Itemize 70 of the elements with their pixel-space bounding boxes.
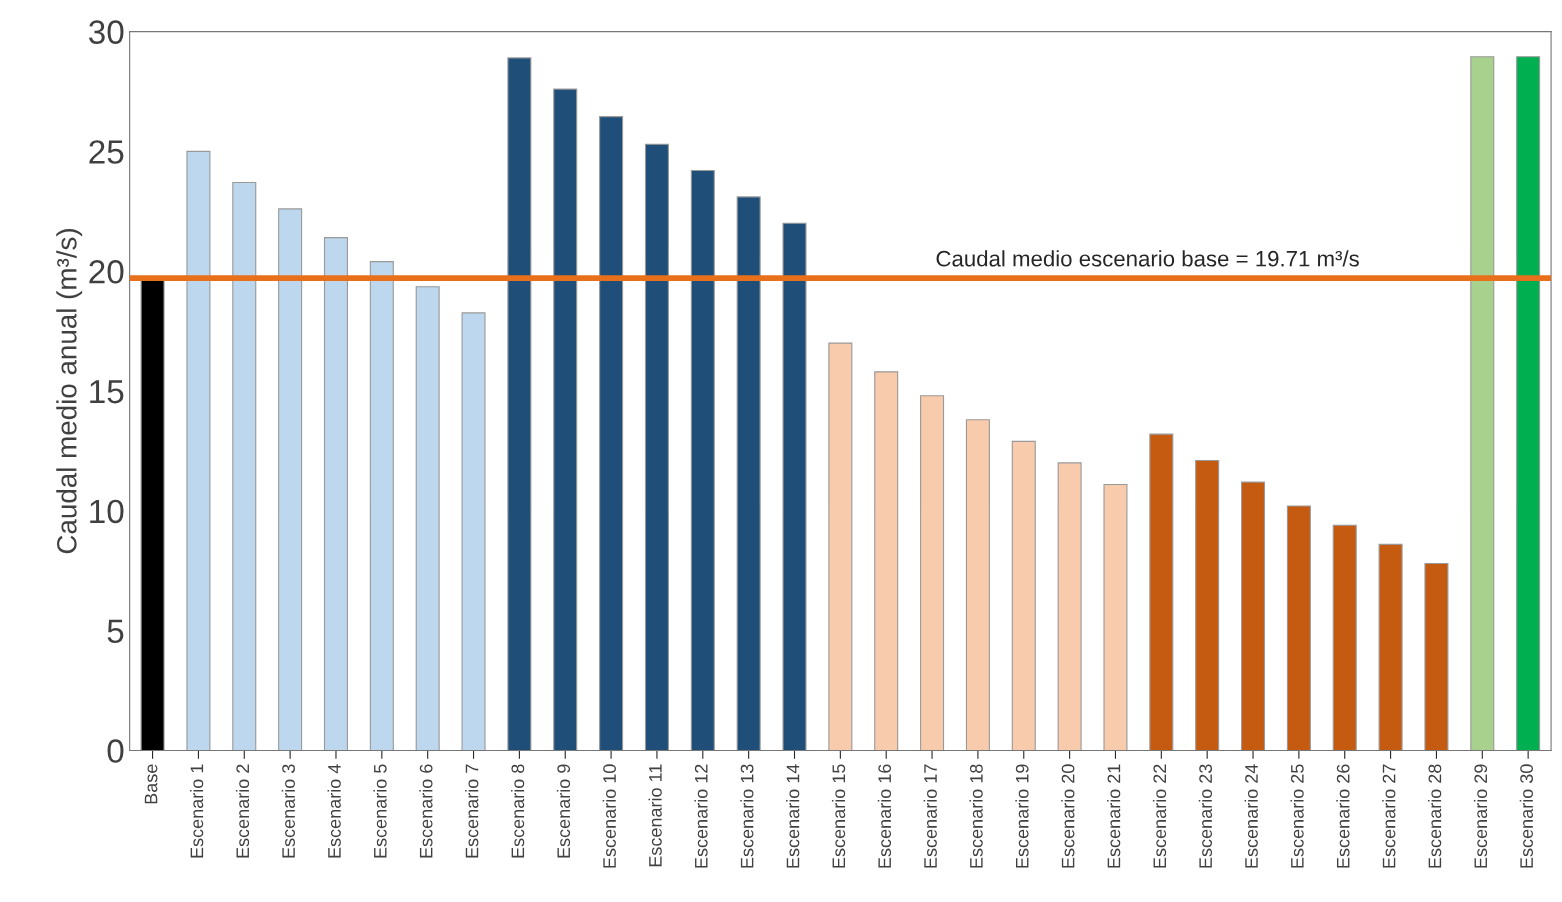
x-tick-label: Escenario 17 <box>923 764 937 868</box>
bar <box>965 419 990 751</box>
bar <box>1516 56 1541 751</box>
bar <box>1424 562 1449 751</box>
bar <box>736 196 761 751</box>
x-tick-label: Escenario 19 <box>1015 764 1029 868</box>
bar <box>461 312 486 751</box>
x-tick-label: Escenario 3 <box>281 764 295 858</box>
bar <box>1149 433 1174 751</box>
bar <box>232 181 257 751</box>
x-tick-label: Escenario 27 <box>1382 764 1396 868</box>
bar <box>1241 481 1266 751</box>
x-tick-label: Escenario 1 <box>190 764 204 858</box>
x-tick-label: Escenario 18 <box>969 764 983 868</box>
bar <box>278 208 303 751</box>
x-tick-label: Escenario 7 <box>465 764 479 858</box>
x-tick-label: Escenario 11 <box>648 764 662 867</box>
x-tick-label: Escenario 14 <box>786 764 800 868</box>
x-tick-label: Escenario 2 <box>235 764 250 858</box>
bar <box>415 286 440 751</box>
x-tick-label: Escenario 29 <box>1473 764 1488 868</box>
y-tick-label: 10 <box>90 499 124 524</box>
x-tick-label: Escenario 12 <box>694 764 708 868</box>
bar <box>874 371 899 751</box>
y-axis-title: Caudal medio anual (m³/s) <box>56 229 83 554</box>
y-tick-label: 30 <box>88 20 124 44</box>
bar <box>1286 505 1311 751</box>
y-tick-label: 5 <box>107 619 124 644</box>
x-tick-label: Escenario 20 <box>1061 764 1075 868</box>
x-tick-label: Escenario 28 <box>1428 764 1442 868</box>
x-tick-label: Escenario 25 <box>1290 764 1304 868</box>
x-tick-label: Escenario 30 <box>1519 764 1533 868</box>
x-tick-label: Escenario 5 <box>373 764 387 858</box>
bar <box>323 237 348 751</box>
x-tick-label: Escenario 16 <box>877 764 892 868</box>
x-tick-label: Escenario 10 <box>602 764 616 868</box>
bar <box>690 170 715 751</box>
x-tick-label: Escenario 13 <box>740 764 754 868</box>
bar <box>782 222 807 751</box>
x-tick-label: Escenario 4 <box>327 764 341 858</box>
x-tick-label: Escenario 6 <box>419 764 433 858</box>
bar <box>553 88 578 751</box>
bar <box>644 143 669 751</box>
x-tick-label: Escenario 8 <box>510 764 525 858</box>
x-tick-label: Escenario 23 <box>1198 764 1213 868</box>
y-tick-label: 25 <box>89 140 124 164</box>
bar <box>1103 483 1128 751</box>
x-tick-label: Escenario 26 <box>1336 764 1350 868</box>
x-tick-label: Escenario 22 <box>1152 764 1167 868</box>
x-tick-label: Escenario 24 <box>1244 764 1258 868</box>
bar <box>1470 56 1495 751</box>
bar <box>599 116 624 751</box>
x-tick-label: Escenario 21 <box>1107 764 1121 868</box>
bar <box>1057 462 1082 751</box>
x-tick-label: Escenario 15 <box>831 764 846 868</box>
bar <box>186 150 211 751</box>
ref-line-label: Caudal medio escenario base = 19.71 m³/s <box>936 250 1359 267</box>
bar <box>1011 440 1036 751</box>
y-tick-label: 15 <box>90 380 124 404</box>
bar <box>828 342 853 751</box>
y-tick-label: 0 <box>107 739 124 763</box>
bar <box>369 261 394 751</box>
bar <box>1195 459 1220 751</box>
bar <box>507 57 532 751</box>
y-tick-label: 20 <box>89 260 124 284</box>
x-tick-label: Base <box>144 764 158 804</box>
bar <box>1332 524 1357 751</box>
bar <box>920 395 945 751</box>
bar <box>1378 543 1403 751</box>
x-tick-label: Escenario 9 <box>556 764 571 858</box>
